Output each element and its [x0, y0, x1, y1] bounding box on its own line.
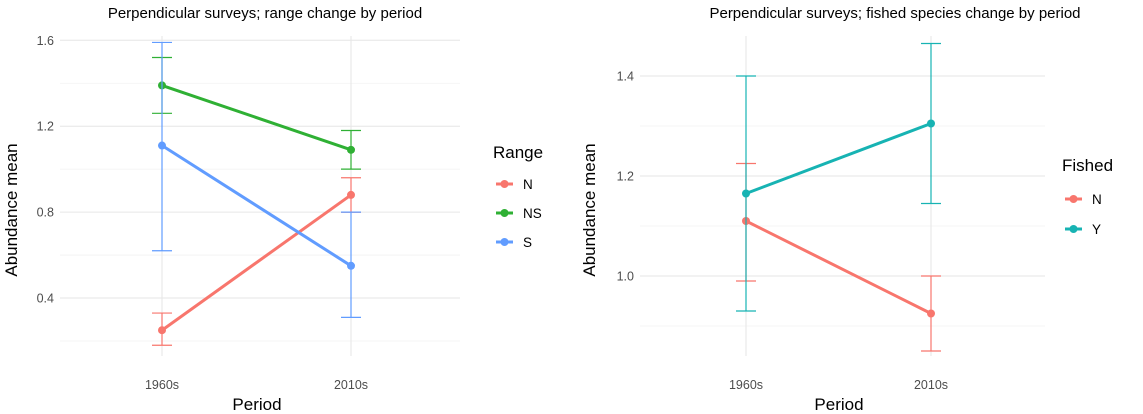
legend-title: Fished [1062, 156, 1113, 175]
series-Y [736, 42, 941, 312]
y-tick-label: 1.2 [617, 170, 634, 184]
chart-title: Perpendicular surveys; range change by p… [108, 5, 422, 22]
series-line-Y [744, 122, 933, 195]
legend-key-point-N [1069, 195, 1078, 203]
x-tick-label: 2010s [334, 378, 368, 392]
point-Y-2010s [927, 119, 935, 128]
chart-title: Perpendicular surveys; fished species ch… [709, 5, 1080, 22]
legend-key-point-S [500, 238, 509, 246]
chart-range-change: Perpendicular surveys; range change by p… [2, 5, 543, 414]
legend-label-N: N [523, 177, 533, 192]
y-tick-label: 1.2 [37, 120, 54, 134]
y-axis-title: Abundance mean [580, 143, 599, 276]
x-tick-label: 2010s [914, 378, 948, 392]
y-tick-label: 0.4 [37, 292, 54, 306]
legend-label-N: N [1092, 192, 1102, 207]
legend-key-point-N [500, 180, 509, 188]
legend-title: Range [493, 143, 543, 162]
point-N-2010s [927, 309, 935, 318]
y-tick-label: 1.0 [617, 270, 634, 284]
chart-fished-change: Perpendicular surveys; fished species ch… [580, 5, 1113, 414]
x-axis-title: Period [814, 395, 863, 414]
y-tick-label: 1.4 [617, 70, 634, 84]
y-tick-label: 0.8 [37, 206, 54, 220]
series-line-N [160, 193, 353, 332]
y-tick-label: 1.6 [37, 34, 54, 48]
point-N-2010s [347, 190, 355, 199]
series-line-N [744, 219, 933, 315]
point-S-1960s [158, 141, 166, 150]
legend-key-point-NS [500, 209, 509, 217]
y-axis-title: Abundance mean [2, 143, 21, 276]
point-N-1960s [158, 326, 166, 335]
series-S [152, 41, 361, 318]
series-line-NS [160, 83, 353, 152]
x-tick-label: 1960s [145, 378, 179, 392]
legend: Range N NS S [493, 143, 543, 250]
x-axis-title: Period [232, 395, 281, 414]
point-NS-2010s [347, 145, 355, 154]
series-line-S [160, 144, 353, 268]
legend: Fished NY [1062, 156, 1113, 237]
legend-label-Y: Y [1092, 222, 1101, 237]
legend-key-point-Y [1069, 225, 1078, 233]
x-tick-label: 1960s [729, 378, 763, 392]
legend-label-NS: NS [523, 206, 542, 221]
point-S-2010s [347, 261, 355, 270]
legend-label-S: S [523, 235, 532, 250]
point-Y-1960s [742, 189, 750, 198]
